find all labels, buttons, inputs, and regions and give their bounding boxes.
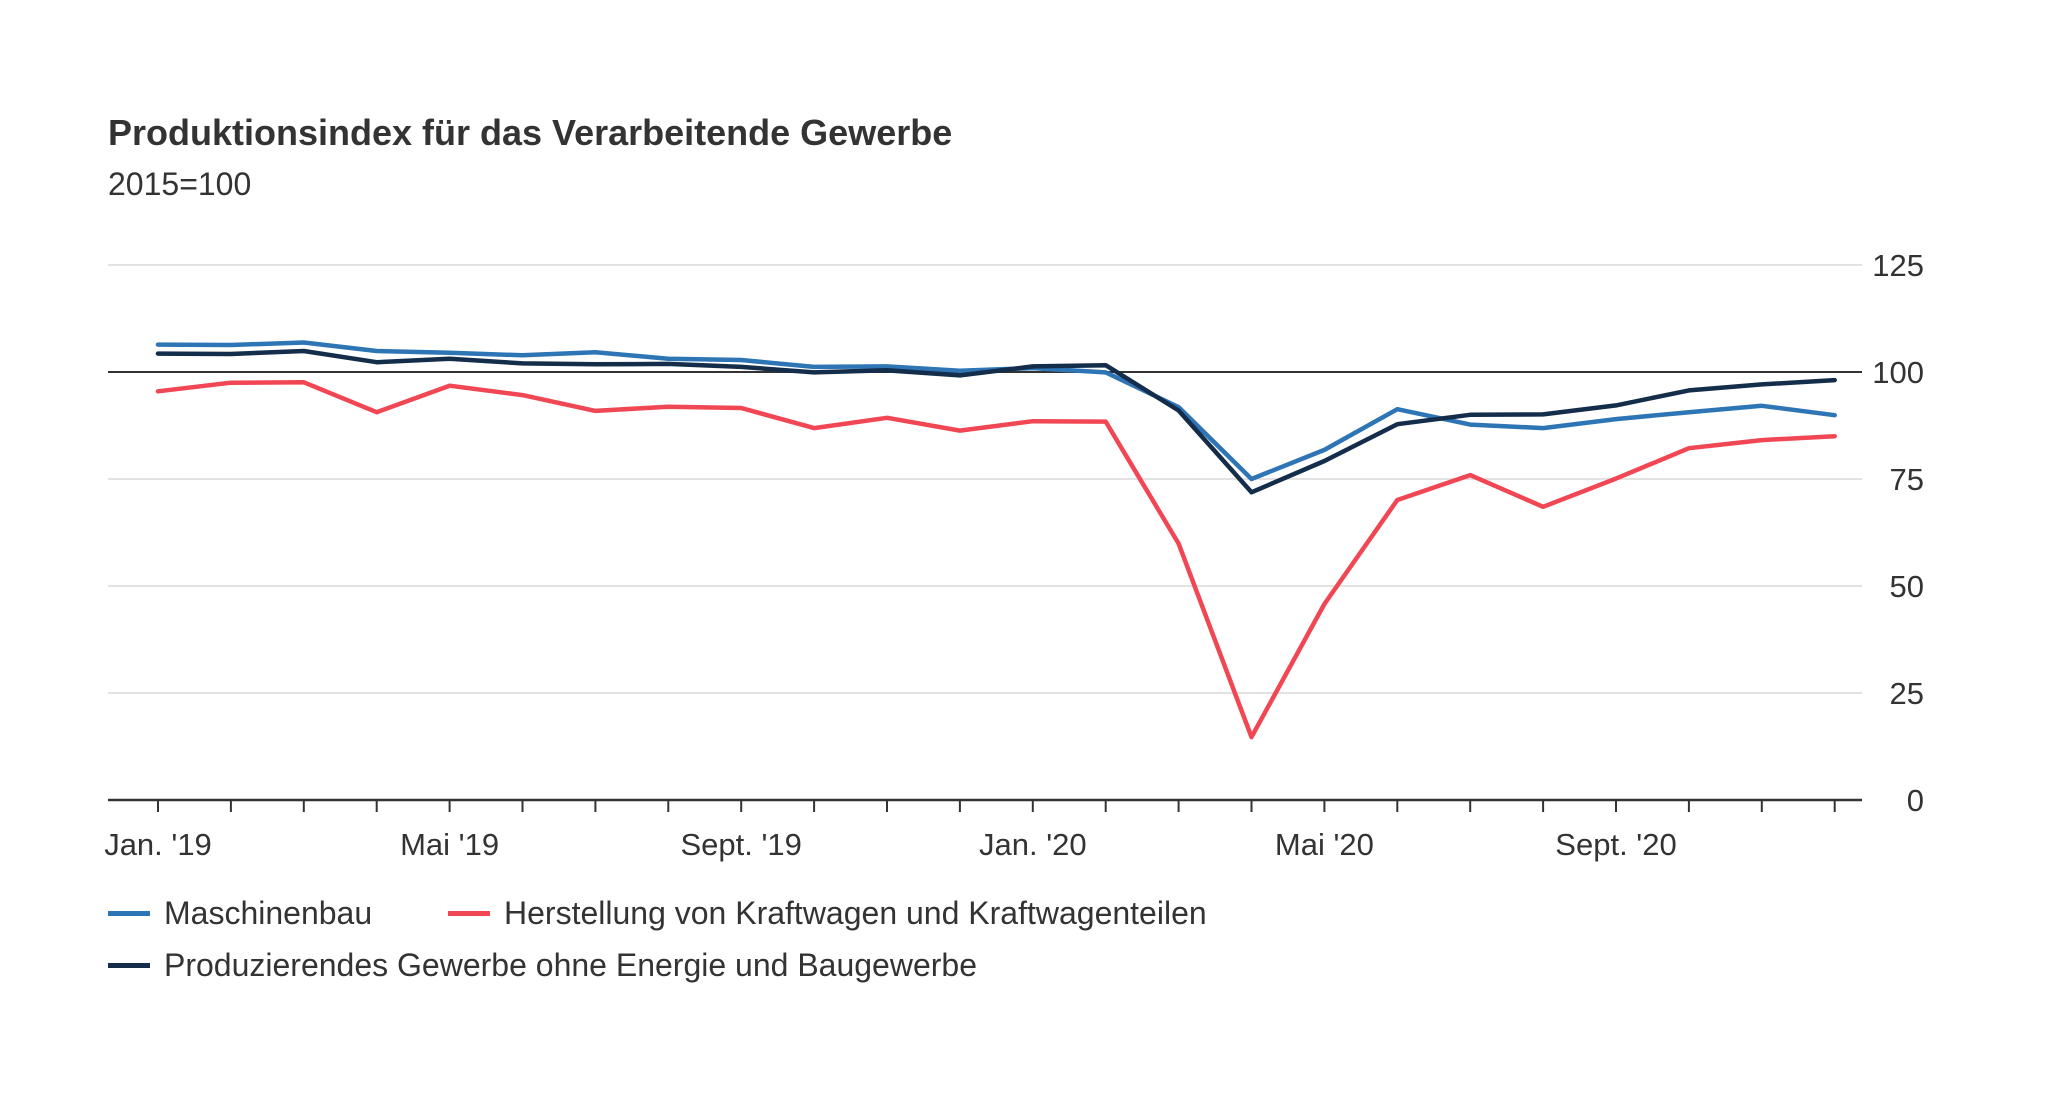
y-tick-label: 50 [1890, 569, 1924, 604]
y-tick-label: 100 [1872, 355, 1924, 390]
series-line-2 [155, 348, 1837, 495]
x-tick-label: Sept. '19 [680, 827, 801, 862]
y-tick-label: 125 [1872, 248, 1924, 283]
y-tick-label: 75 [1890, 462, 1924, 497]
y-tick-label: 25 [1890, 676, 1924, 711]
legend-item-1: Herstellung von Kraftwagen und Kraftwage… [448, 895, 1207, 932]
series-lines [155, 340, 1837, 740]
x-tick-label: Mai '19 [400, 827, 499, 862]
legend-label: Produzierendes Gewerbe ohne Energie und … [164, 947, 977, 983]
series-line-1 [155, 380, 1837, 740]
chart-title: Produktionsindex für das Verarbeitende G… [108, 112, 953, 153]
x-tick-label: Jan. '19 [104, 827, 212, 862]
legend-swatch [108, 911, 150, 916]
chart-subtitle: 2015=100 [108, 166, 252, 202]
y-axis-labels: 0 25 50 75 100 125 [1872, 248, 1924, 818]
x-tick-label: Jan. '20 [979, 827, 1087, 862]
legend-label: Herstellung von Kraftwagen und Kraftwage… [504, 895, 1207, 931]
x-tick-label: Sept. '20 [1555, 827, 1676, 862]
legend-swatch [108, 963, 150, 968]
legend-label: Maschinenbau [164, 895, 373, 931]
legend-item-2: Produzierendes Gewerbe ohne Energie und … [108, 947, 977, 984]
legend-item-0: Maschinenbau [108, 895, 372, 932]
legend-swatch [448, 911, 490, 916]
x-tick-label: Mai '20 [1275, 827, 1374, 862]
grid-lines [108, 264, 1862, 694]
y-tick-label: 0 [1907, 783, 1924, 818]
x-axis: Jan. '19 Mai '19 Sept. '19 Jan. '20 Mai '20 S… [104, 798, 1862, 862]
